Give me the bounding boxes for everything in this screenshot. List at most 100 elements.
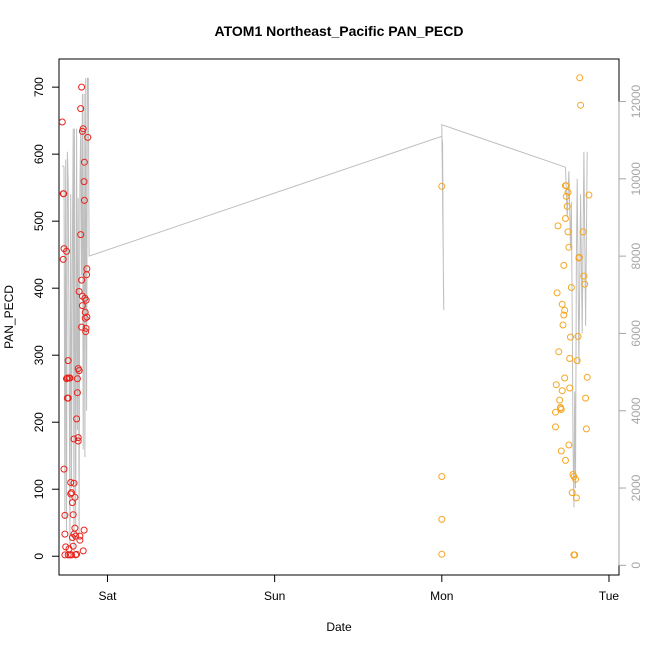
data-point [75,288,83,295]
data-point [78,323,86,331]
data-point [77,105,85,113]
y-tick-label: 200 [32,412,46,432]
data-point [83,313,91,321]
data-point [564,228,572,236]
data-point [61,551,69,559]
data-point [72,551,80,559]
y-axis-label: PAN_PECD [2,285,16,349]
data-point [67,490,75,498]
data-point [560,311,568,319]
data-point [64,394,72,402]
data-point [72,532,80,540]
data-point [562,215,569,222]
data-point [556,396,564,404]
y2-tick-label: 8000 [629,242,643,269]
x-axis-label: Date [326,620,352,634]
data-point [579,228,587,236]
data-point [572,475,579,483]
data-point [76,536,84,544]
data-point [73,389,81,397]
data-point [557,406,565,413]
data-point [582,394,590,402]
data-point [78,276,86,284]
plot-area-frame [58,58,620,576]
data-point [565,441,573,449]
y-tick-label: 400 [32,278,46,298]
series-points [58,74,593,559]
data-point [74,434,82,442]
data-point [562,456,569,464]
y-tick-label: 700 [32,77,46,97]
chart-title: ATOM1 Northeast_Pacific PAN_PECD [215,23,464,39]
data-point [438,550,446,558]
data-point [77,231,85,239]
data-point [572,494,580,502]
data-point [67,479,75,486]
data-point [574,332,582,340]
y2-tick-label: 6000 [629,320,643,347]
data-point [70,479,78,487]
data-point [566,355,574,362]
data-point [567,284,575,291]
data-point [74,437,82,445]
x-tick-label: Tue [599,589,620,603]
data-point [80,158,88,166]
data-point [60,190,68,198]
data-point [83,265,91,273]
x-tick-label: Mon [430,589,453,603]
data-point [78,302,86,310]
y-tick-label: 100 [32,479,46,499]
data-point [577,101,585,109]
data-point [70,435,78,443]
data-point [70,530,78,538]
y-tick-label: 500 [32,211,46,231]
data-point [61,530,69,538]
data-point [555,348,563,356]
data-point [552,423,559,431]
data-point [61,511,69,519]
data-point [78,83,86,91]
series-1 [438,182,446,558]
data-point [82,324,90,332]
data-point [564,188,572,196]
y2-tick-label: 0 [629,562,643,569]
data-point [71,493,79,501]
data-point [79,125,87,133]
data-point [66,374,74,382]
data-point [68,551,75,559]
data-point [73,415,81,423]
y-tick-label: 600 [32,144,46,164]
data-point [557,447,565,455]
data-point [79,547,87,555]
data-point [565,243,573,251]
data-point [81,314,89,322]
data-point [64,357,72,365]
y-tick-label: 0 [32,553,46,560]
data-point [561,374,569,382]
data-point [581,280,589,288]
data-point [59,255,67,263]
data-point [563,202,571,210]
data-point [568,489,576,497]
secondary-line-path [61,77,588,554]
y2-tick-label: 12000 [629,85,643,119]
data-point [576,74,584,82]
data-point [558,387,566,395]
data-point [438,515,446,523]
data-point [82,328,90,336]
data-point [438,182,446,190]
data-point [573,357,581,365]
data-point [566,384,574,392]
data-point [562,192,570,200]
data-point [76,532,84,540]
data-point [559,321,567,329]
data-point [567,333,574,341]
data-point [58,118,66,126]
data-point [575,253,583,261]
data-point [60,465,68,473]
y2-tick-label: 2000 [629,474,643,501]
data-point [82,296,90,304]
x-tick-label: Sun [264,589,285,603]
axes: Sat Sun Mon Tue 0 100 200 300 400 500 600 700 0 2000 4… [32,77,643,603]
series-2 [552,74,593,559]
